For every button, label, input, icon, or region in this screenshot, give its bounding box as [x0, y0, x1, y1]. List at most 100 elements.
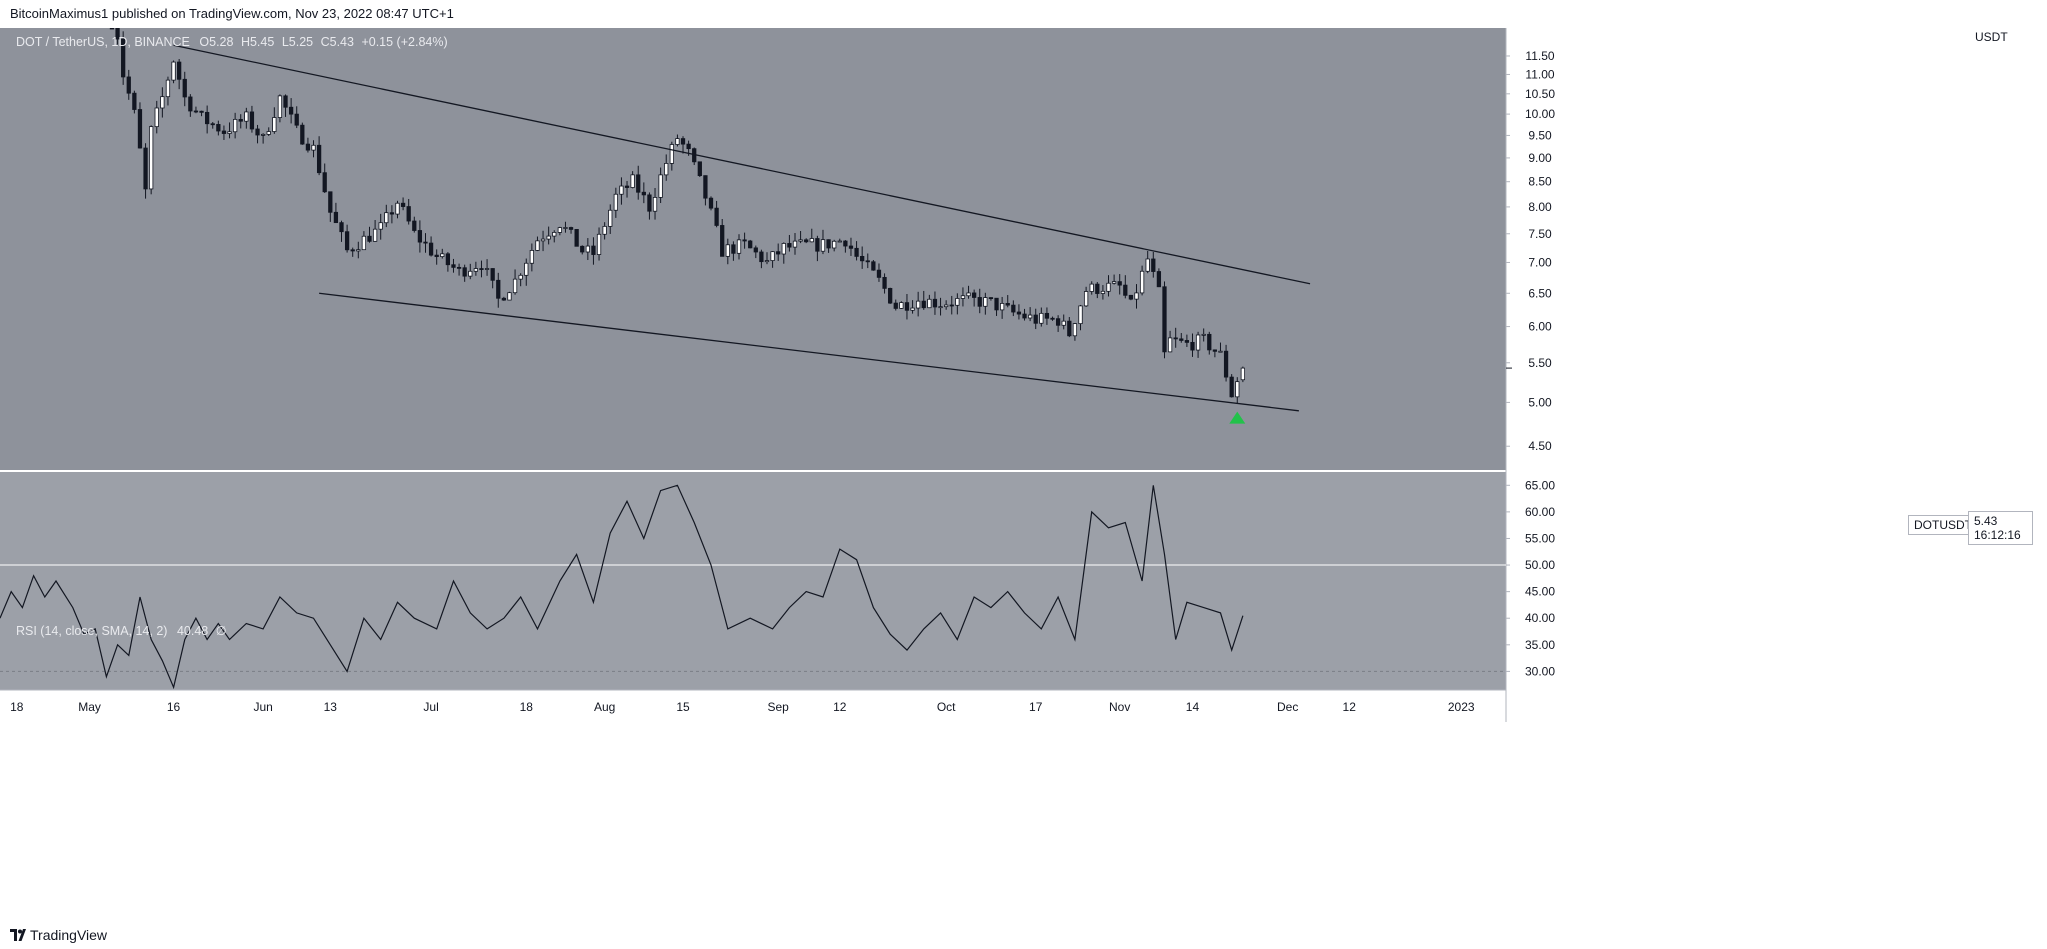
- candle-body: [260, 133, 266, 136]
- candle-body: [400, 202, 406, 207]
- time-tick-label: 16: [167, 700, 181, 714]
- candle-body: [753, 247, 758, 253]
- time-tick-label: 17: [1029, 700, 1043, 714]
- candle-body: [356, 249, 361, 252]
- candle-body: [288, 106, 294, 115]
- candle-body: [714, 207, 719, 226]
- candle-body: [456, 266, 462, 269]
- candle-body: [636, 174, 641, 193]
- candle-body: [182, 78, 187, 98]
- time-tick-label: 2023: [1448, 700, 1475, 714]
- candle-body: [602, 225, 607, 235]
- candle-body: [1106, 282, 1111, 292]
- candle-body: [994, 297, 999, 311]
- price-tick-label: 8.50: [1528, 175, 1552, 189]
- candle-body: [591, 245, 596, 255]
- legend-high-label: H: [240, 35, 250, 49]
- price-tick-label: 6.00: [1528, 320, 1552, 334]
- candle-body: [244, 111, 249, 122]
- candle-body: [949, 304, 954, 307]
- candle-body: [910, 307, 915, 311]
- candle-body: [1067, 320, 1072, 337]
- price-axis[interactable]: [1506, 28, 2047, 722]
- candle-body: [792, 240, 798, 248]
- candle-body: [574, 229, 579, 247]
- candle-body: [339, 222, 344, 233]
- candle-body: [328, 191, 333, 213]
- candle-body: [1139, 270, 1145, 294]
- time-tick-label: Nov: [1109, 700, 1130, 714]
- footer-brand[interactable]: TradingView: [30, 927, 108, 943]
- price-tick-label: 11.00: [1525, 67, 1554, 81]
- chart-frame[interactable]: 4.50 5.00 5.50 6.00 6.50 7.00 7.50 8.00 8.50 9.00…: [0, 28, 2047, 922]
- candle-body: [1128, 294, 1134, 300]
- candle-body: [434, 254, 439, 257]
- candle-body: [888, 287, 893, 304]
- candle-body: [344, 231, 350, 251]
- candle-body: [249, 111, 255, 130]
- candle-body: [647, 194, 652, 212]
- candle-body: [350, 249, 355, 252]
- candle-body: [1083, 291, 1089, 307]
- price-tick-label: 5.00: [1528, 395, 1552, 409]
- candle-body: [927, 298, 932, 309]
- candle-body: [843, 240, 848, 247]
- chart-canvas[interactable]: 4.50 5.00 5.50 6.00 6.50 7.00 7.50 8.00 8.50 9.00…: [0, 28, 2047, 922]
- candle-body: [367, 235, 372, 242]
- price-panel[interactable]: [0, 28, 1506, 470]
- time-tick-label: 14: [1186, 700, 1200, 714]
- candle-body: [227, 131, 232, 134]
- time-tick-label: Sep: [768, 700, 790, 714]
- candle-body: [210, 123, 215, 126]
- legend-change: +0.15 (+2.84%): [361, 35, 448, 49]
- candle-body: [899, 302, 904, 309]
- rsi-legend-value: 40.48: [176, 624, 209, 638]
- candle-body: [703, 175, 708, 199]
- time-axis[interactable]: [0, 690, 1506, 722]
- tradingview-logo-icon[interactable]: [10, 928, 26, 942]
- candle-body: [1223, 350, 1229, 378]
- rsi-panel[interactable]: [0, 472, 1506, 690]
- price-tick-label: 6.50: [1528, 286, 1552, 300]
- candle-body: [871, 261, 876, 271]
- candle-body: [619, 185, 624, 195]
- candle-body: [216, 124, 221, 132]
- candle-body: [999, 303, 1005, 311]
- candle-body: [1162, 286, 1167, 353]
- price-tick-label: 7.50: [1528, 227, 1552, 241]
- candle-body: [171, 61, 176, 81]
- candle-body: [624, 185, 630, 188]
- trendline-resistance[interactable]: [173, 44, 1311, 285]
- rsi-tick-label: 60.00: [1525, 505, 1555, 519]
- rsi-tick-label: 35.00: [1525, 638, 1555, 652]
- candle-body: [658, 174, 663, 198]
- candle-body: [848, 245, 854, 249]
- price-tick-label: 9.00: [1528, 151, 1552, 165]
- candle-body: [496, 279, 501, 299]
- rsi-line[interactable]: [0, 484, 1244, 690]
- rsi-tick-label: 40.00: [1525, 611, 1555, 625]
- candle-body: [188, 96, 193, 112]
- candle-body: [1005, 303, 1010, 306]
- candle-body: [1207, 333, 1212, 351]
- candle-body: [165, 79, 171, 98]
- price-axis-currency[interactable]: USDT: [1975, 30, 2008, 44]
- candle-body: [972, 292, 977, 298]
- legend-symbol[interactable]: DOT / TetherUS, 1D, BINANCE: [16, 35, 190, 49]
- rsi-legend-label[interactable]: RSI (14, close, SMA, 14, 2): [16, 624, 168, 638]
- price-tick-label: 9.50: [1528, 128, 1552, 142]
- candle-body: [412, 220, 417, 231]
- candle-body: [932, 298, 938, 308]
- candle-body: [512, 278, 518, 294]
- published-text: BitcoinMaximus1 published on TradingView…: [10, 6, 454, 21]
- candle-body: [960, 295, 966, 299]
- candle-body: [440, 253, 445, 257]
- candle-body: [109, 28, 115, 30]
- candle-body: [1055, 318, 1061, 326]
- candle-body: [798, 239, 803, 242]
- trendline-support[interactable]: [319, 292, 1299, 412]
- candle-body: [580, 245, 585, 253]
- time-tick-label: 18: [10, 700, 24, 714]
- candle-body: [1089, 283, 1094, 292]
- candle-body: [664, 163, 669, 176]
